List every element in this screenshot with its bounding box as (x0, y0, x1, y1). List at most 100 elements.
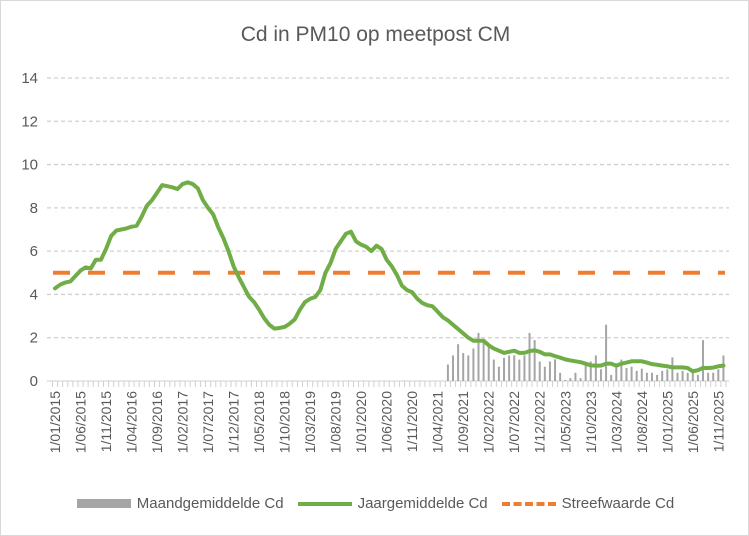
bar-maandgemiddelde (451, 355, 454, 381)
bar-maandgemiddelde (615, 363, 618, 381)
legend-label: Maandgemiddelde Cd (136, 495, 284, 512)
bar-maandgemiddelde (666, 369, 669, 381)
legend-swatch-bar (76, 499, 131, 508)
bar-maandgemiddelde (676, 372, 679, 381)
y-tick-label: 4 (30, 286, 38, 303)
bar-maandgemiddelde (584, 362, 587, 381)
x-tick-label: 1/11/2015 (98, 391, 114, 452)
x-tick-label: 1/09/2016 (149, 391, 165, 453)
y-tick-label: 2 (30, 330, 38, 347)
bar-maandgemiddelde (569, 378, 572, 381)
y-tick-label: 6 (30, 243, 38, 260)
x-tick-label: 1/02/2022 (481, 391, 497, 453)
x-tick-label: 1/06/2015 (73, 391, 89, 453)
x-tick-label: 1/03/2024 (608, 391, 624, 453)
bar-maandgemiddelde (630, 366, 633, 381)
bar-maandgemiddelde (691, 372, 694, 381)
bar-maandgemiddelde (696, 374, 699, 381)
bar-maandgemiddelde (492, 359, 495, 381)
legend-label: Jaargemiddelde Cd (357, 495, 488, 512)
legend-item-streefwaarde: Streefwaarde Cd (501, 495, 675, 512)
x-tick-label: 1/08/2024 (634, 391, 650, 453)
legend-swatch-dashed (501, 501, 556, 506)
bar-maandgemiddelde (707, 372, 710, 381)
bar-maandgemiddelde (457, 344, 460, 381)
x-tick-label: 1/09/2021 (455, 391, 471, 453)
bar-maandgemiddelde (579, 378, 582, 381)
y-tick-label: 14 (21, 70, 38, 87)
x-tick-label: 1/05/2023 (557, 391, 573, 453)
x-tick-label: 1/05/2018 (251, 391, 267, 453)
bar-maandgemiddelde (564, 379, 567, 381)
x-tick-label: 1/07/2022 (506, 391, 522, 453)
bar-maandgemiddelde (605, 324, 608, 381)
x-tick-label: 1/11/2025 (710, 391, 726, 452)
y-tick-label: 0 (30, 373, 38, 390)
bar-maandgemiddelde (487, 345, 490, 381)
bar-maandgemiddelde (508, 355, 511, 381)
x-tick-label: 1/06/2025 (685, 391, 701, 453)
bar-maandgemiddelde (620, 359, 623, 381)
legend-label: Streefwaarde Cd (561, 495, 675, 512)
x-tick-label: 1/02/2017 (175, 391, 191, 453)
x-tick-label: 1/10/2018 (277, 391, 293, 453)
bar-maandgemiddelde (538, 361, 541, 381)
bar-maandgemiddelde (467, 355, 470, 381)
legend-swatch-line (297, 501, 352, 506)
x-tick-label: 1/10/2023 (583, 391, 599, 453)
bar-maandgemiddelde (640, 368, 643, 381)
x-tick-label: 1/01/2020 (353, 391, 369, 453)
bar-maandgemiddelde (681, 370, 684, 381)
bar-maandgemiddelde (599, 369, 602, 381)
bar-maandgemiddelde (589, 361, 592, 381)
bar-maandgemiddelde (518, 359, 521, 381)
x-tick-label: 1/04/2016 (124, 391, 140, 453)
bar-maandgemiddelde (656, 374, 659, 381)
line-jaargemiddelde (53, 180, 726, 374)
legend-item-jaargemiddelde: Jaargemiddelde Cd (297, 495, 488, 512)
x-tick-label: 1/01/2025 (659, 391, 675, 453)
bar-maandgemiddelde (446, 364, 449, 381)
bar-maandgemiddelde (559, 372, 562, 381)
bar-maandgemiddelde (482, 340, 485, 381)
bar-maandgemiddelde (462, 353, 465, 381)
legend: Maandgemiddelde Cd Jaargemiddelde Cd Str… (1, 495, 748, 512)
bar-maandgemiddelde (523, 355, 526, 381)
bar-maandgemiddelde (503, 357, 506, 381)
x-tick-label: 1/06/2020 (379, 391, 395, 453)
bar-maandgemiddelde (554, 359, 557, 381)
bar-maandgemiddelde (661, 370, 664, 381)
x-tick-label: 1/12/2022 (532, 391, 548, 453)
y-tick-label: 8 (30, 200, 38, 217)
bar-maandgemiddelde (717, 369, 720, 381)
legend-item-maandgemiddelde: Maandgemiddelde Cd (76, 495, 284, 512)
bar-maandgemiddelde (712, 372, 715, 381)
bar-maandgemiddelde (472, 348, 475, 381)
bar-maandgemiddelde (528, 332, 531, 381)
bar-maandgemiddelde (650, 372, 653, 381)
y-tick-label: 10 (21, 157, 38, 174)
bar-maandgemiddelde (574, 372, 577, 381)
chart-title: Cd in PM10 op meetpost CM (240, 23, 511, 46)
bar-maandgemiddelde (594, 355, 597, 381)
x-tick-label: 1/04/2021 (430, 391, 446, 453)
bar-maandgemiddelde (513, 355, 516, 381)
bar-maandgemiddelde (722, 355, 725, 381)
x-tick-label: 1/03/2019 (302, 391, 318, 453)
bar-maandgemiddelde (533, 340, 536, 381)
bar-maandgemiddelde (610, 374, 613, 381)
bar-maandgemiddelde (635, 370, 638, 381)
x-tick-label: 1/11/2020 (404, 391, 420, 452)
x-tick-label: 1/01/2015 (47, 391, 63, 453)
bar-maandgemiddelde (497, 366, 500, 381)
bar-maandgemiddelde (686, 372, 689, 381)
bar-maandgemiddelde (645, 372, 648, 381)
bar-maandgemiddelde (543, 366, 546, 381)
y-tick-label: 12 (21, 113, 38, 130)
x-tick-label: 1/07/2017 (200, 391, 216, 453)
bar-maandgemiddelde (477, 332, 480, 381)
x-tick-label: 1/08/2019 (328, 391, 344, 453)
bar-maandgemiddelde (702, 340, 705, 381)
